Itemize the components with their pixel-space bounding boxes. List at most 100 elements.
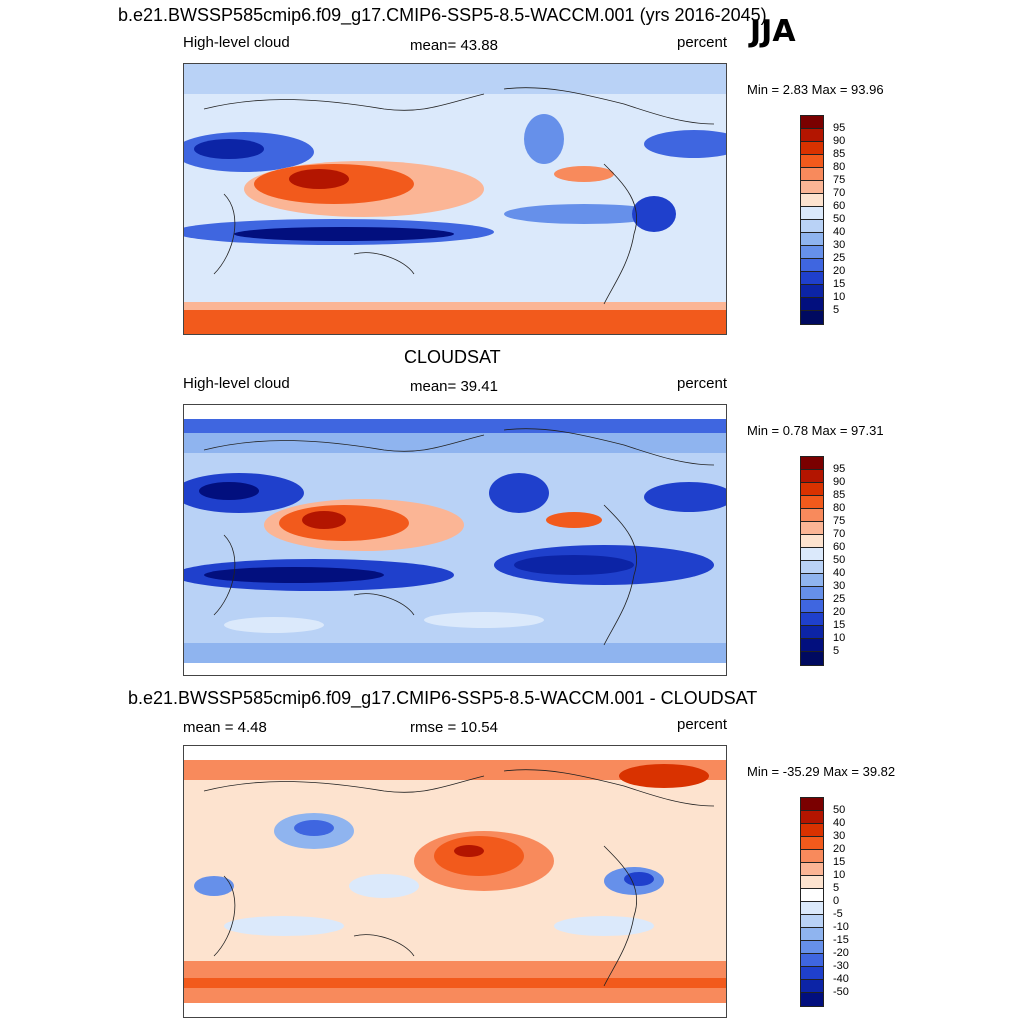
colorbar-tick: 80 <box>833 502 846 514</box>
panel1-colorbar-segment <box>801 246 823 259</box>
panel3-colorbar-segment <box>801 915 823 928</box>
colorbar-tick: 10 <box>833 869 846 881</box>
panel2-colorbar-segment <box>801 483 823 496</box>
colorbar-tick: 30 <box>833 239 846 251</box>
panel1-colorbar-segment <box>801 155 823 168</box>
panel3-map <box>183 745 727 1018</box>
colorbar-tick: 25 <box>833 252 846 264</box>
panel2-colorbar-segment <box>801 509 823 522</box>
panel2-colorbar-segment <box>801 535 823 548</box>
panel3-colorbar-segment <box>801 941 823 954</box>
panel2-colorbar-segment <box>801 613 823 626</box>
panel1-colorbar-segment <box>801 207 823 220</box>
panel2-left-label: High-level cloud <box>183 375 290 392</box>
colorbar-tick: 0 <box>833 895 840 907</box>
panel1-title: b.e21.BWSSP585cmip6.f09_g17.CMIP6-SSP5-8… <box>118 5 767 25</box>
panel2-colorbar-segment <box>801 522 823 535</box>
panel2-colorbar-segment <box>801 652 823 665</box>
colorbar-tick: -10 <box>833 921 849 933</box>
panel2-units: percent <box>677 375 728 392</box>
panel1-units: percent <box>677 34 728 51</box>
panel1-mean: mean= 43.88 <box>410 37 498 54</box>
panel3-mean: mean = 4.48 <box>183 719 267 736</box>
panel2-colorbar-segment <box>801 639 823 652</box>
colorbar-tick: 60 <box>833 541 846 553</box>
colorbar-tick: 15 <box>833 619 846 631</box>
panel2-colorbar-segment <box>801 626 823 639</box>
colorbar-tick: 75 <box>833 174 846 186</box>
panel1-colorbar-segment <box>801 259 823 272</box>
panel2-colorbar-segment <box>801 587 823 600</box>
colorbar-tick: -50 <box>833 986 849 998</box>
panel1-colorbar-segment <box>801 129 823 142</box>
panel1-colorbar-segment <box>801 142 823 155</box>
colorbar-tick: 5 <box>833 882 840 894</box>
colorbar-tick: 40 <box>833 817 846 829</box>
panel1-colorbar-segment <box>801 233 823 246</box>
colorbar-tick: 90 <box>833 135 846 147</box>
panel1-colorbar <box>800 115 824 325</box>
colorbar-tick: 40 <box>833 567 846 579</box>
panel1-colorbar-segment <box>801 168 823 181</box>
colorbar-tick: 95 <box>833 463 846 475</box>
panel3-colorbar-segment <box>801 967 823 980</box>
panel3-rmse: rmse = 10.54 <box>410 719 498 736</box>
panel2-map <box>183 404 727 676</box>
panel2-colorbar-segment <box>801 600 823 613</box>
colorbar-tick: -5 <box>833 908 843 920</box>
panel1-colorbar-segment <box>801 272 823 285</box>
panel1-left-label: High-level cloud <box>183 34 290 51</box>
panel3-colorbar-segment <box>801 889 823 902</box>
panel3-colorbar-segment <box>801 902 823 915</box>
colorbar-tick: 70 <box>833 187 846 199</box>
colorbar-tick: 40 <box>833 226 846 238</box>
colorbar-tick: -40 <box>833 973 849 985</box>
panel1-colorbar-segment <box>801 220 823 233</box>
panel3-colorbar-segment <box>801 811 823 824</box>
colorbar-tick: 50 <box>833 213 846 225</box>
colorbar-tick: 95 <box>833 122 846 134</box>
colorbar-tick: 20 <box>833 265 846 277</box>
colorbar-tick: 30 <box>833 830 846 842</box>
panel2-colorbar-segment <box>801 470 823 483</box>
colorbar-tick: -20 <box>833 947 849 959</box>
colorbar-tick: 5 <box>833 304 840 316</box>
colorbar-tick: 5 <box>833 645 840 657</box>
colorbar-tick: -30 <box>833 960 849 972</box>
panel3-minmax: Min = -35.29 Max = 39.82 <box>747 764 896 779</box>
colorbar-tick: 50 <box>833 804 846 816</box>
colorbar-tick: 90 <box>833 476 846 488</box>
panel3-colorbar-segment <box>801 980 823 993</box>
season-label: JJA <box>750 14 796 49</box>
panel1-colorbar-segment <box>801 181 823 194</box>
colorbar-tick: 25 <box>833 593 846 605</box>
panel3-colorbar-segment <box>801 837 823 850</box>
panel2-colorbar <box>800 456 824 666</box>
panel3-colorbar-segment <box>801 954 823 967</box>
colorbar-tick: 85 <box>833 148 846 160</box>
panel1-map <box>183 63 727 335</box>
panel1-colorbar-segment <box>801 116 823 129</box>
colorbar-tick: 15 <box>833 856 846 868</box>
panel3-colorbar <box>800 797 824 1007</box>
panel2-colorbar-segment <box>801 574 823 587</box>
panel2-minmax: Min = 0.78 Max = 97.31 <box>747 423 884 438</box>
panel2-colorbar-segment <box>801 548 823 561</box>
colorbar-tick: 50 <box>833 554 846 566</box>
colorbar-tick: 60 <box>833 200 846 212</box>
panel2-title: CLOUDSAT <box>404 347 501 367</box>
panel3-colorbar-segment <box>801 824 823 837</box>
colorbar-tick: 85 <box>833 489 846 501</box>
panel3-colorbar-segment <box>801 993 823 1006</box>
colorbar-tick: 70 <box>833 528 846 540</box>
panel2-colorbar-segment <box>801 561 823 574</box>
panel1-colorbar-segment <box>801 285 823 298</box>
panel3-colorbar-segment <box>801 798 823 811</box>
panel2-colorbar-segment <box>801 496 823 509</box>
colorbar-tick: 80 <box>833 161 846 173</box>
colorbar-tick: 20 <box>833 843 846 855</box>
panel3-units: percent <box>677 716 728 733</box>
panel1-colorbar-segment <box>801 194 823 207</box>
panel3-title: b.e21.BWSSP585cmip6.f09_g17.CMIP6-SSP5-8… <box>128 688 758 708</box>
panel2-mean: mean= 39.41 <box>410 378 498 395</box>
